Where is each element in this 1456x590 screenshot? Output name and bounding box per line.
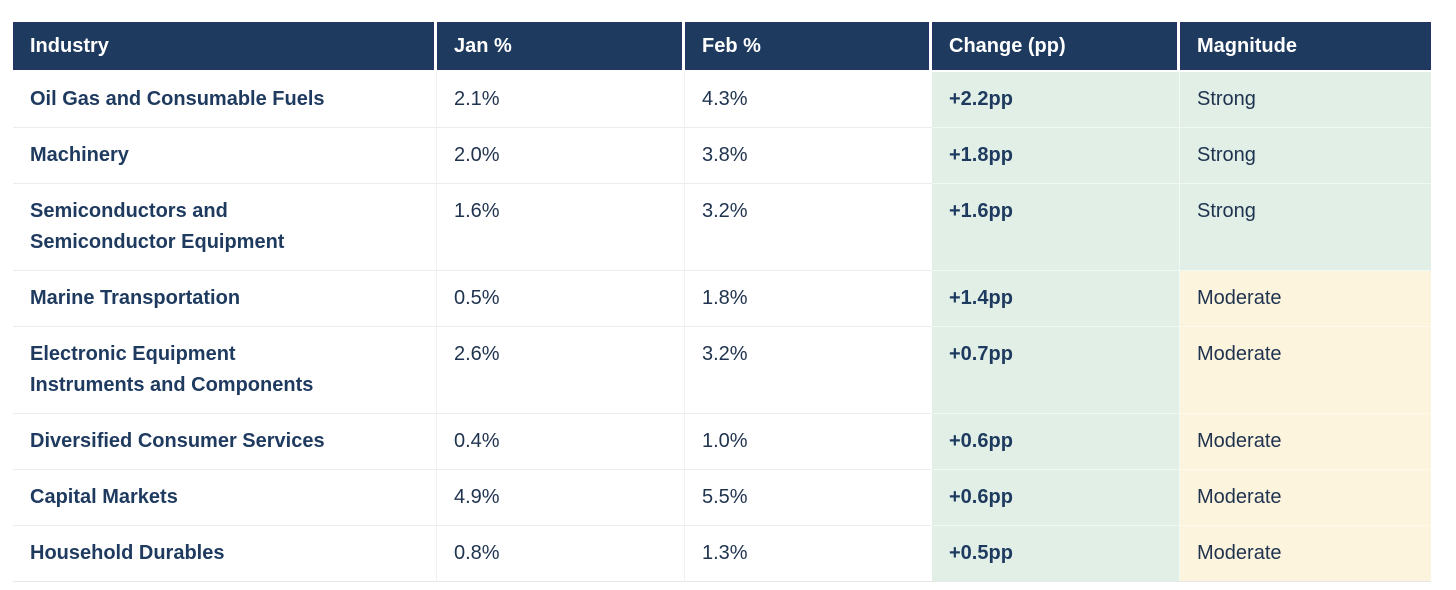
column-header-feb: Feb %: [685, 22, 932, 72]
table-header: Industry Jan % Feb % Change (pp) Magnitu…: [13, 22, 1431, 72]
column-header-magnitude: Magnitude: [1180, 22, 1431, 72]
jan-cell: 2.0%: [437, 128, 685, 184]
table-row: Capital Markets 4.9% 5.5% +0.6pp Moderate: [13, 470, 1431, 526]
table-row: Marine Transportation 0.5% 1.8% +1.4pp Moder…: [13, 271, 1431, 327]
change-cell: +2.2pp: [932, 72, 1180, 128]
jan-cell: 4.9%: [437, 470, 685, 526]
magnitude-cell: Moderate: [1180, 526, 1431, 582]
magnitude-cell: Moderate: [1180, 327, 1431, 414]
industry-cell: Capital Markets: [13, 470, 437, 526]
magnitude-cell: Strong: [1180, 128, 1431, 184]
magnitude-cell: Moderate: [1180, 470, 1431, 526]
industry-cell: Marine Transportation: [13, 271, 437, 327]
table-body: Oil Gas and Consumable Fuels 2.1% 4.3% +2.2…: [13, 72, 1431, 582]
industry-cell: Machinery: [13, 128, 437, 184]
feb-cell: 5.5%: [685, 470, 932, 526]
feb-cell: 3.2%: [685, 184, 932, 271]
change-cell: +1.4pp: [932, 271, 1180, 327]
column-header-jan: Jan %: [437, 22, 685, 72]
change-cell: +0.7pp: [932, 327, 1180, 414]
change-cell: +0.5pp: [932, 526, 1180, 582]
industry-cell: Semiconductors and Semiconductor Equipme…: [13, 184, 437, 271]
change-cell: +0.6pp: [932, 414, 1180, 470]
table-row: Semiconductors and Semiconductor Equipme…: [13, 184, 1431, 271]
change-cell: +1.6pp: [932, 184, 1180, 271]
magnitude-cell: Strong: [1180, 72, 1431, 128]
industry-cell: Oil Gas and Consumable Fuels: [13, 72, 437, 128]
industry-change-table: Industry Jan % Feb % Change (pp) Magnitu…: [13, 22, 1431, 582]
industry-cell: Electronic Equipment Instruments and Com…: [13, 327, 437, 414]
jan-cell: 2.6%: [437, 327, 685, 414]
industry-cell: Household Durables: [13, 526, 437, 582]
industry-cell: Diversified Consumer Services: [13, 414, 437, 470]
jan-cell: 0.8%: [437, 526, 685, 582]
feb-cell: 3.8%: [685, 128, 932, 184]
magnitude-cell: Moderate: [1180, 271, 1431, 327]
jan-cell: 0.4%: [437, 414, 685, 470]
feb-cell: 1.0%: [685, 414, 932, 470]
magnitude-cell: Moderate: [1180, 414, 1431, 470]
jan-cell: 0.5%: [437, 271, 685, 327]
change-cell: +1.8pp: [932, 128, 1180, 184]
feb-cell: 4.3%: [685, 72, 932, 128]
feb-cell: 1.8%: [685, 271, 932, 327]
feb-cell: 1.3%: [685, 526, 932, 582]
table-row: Household Durables 0.8% 1.3% +0.5pp Moderate: [13, 526, 1431, 582]
column-header-industry: Industry: [13, 22, 437, 72]
magnitude-cell: Strong: [1180, 184, 1431, 271]
table-row: Machinery 2.0% 3.8% +1.8pp Strong: [13, 128, 1431, 184]
feb-cell: 3.2%: [685, 327, 932, 414]
table-row: Electronic Equipment Instruments and Com…: [13, 327, 1431, 414]
column-header-change: Change (pp): [932, 22, 1180, 72]
table-row: Oil Gas and Consumable Fuels 2.1% 4.3% +2.2…: [13, 72, 1431, 128]
table-row: Diversified Consumer Services 0.4% 1.0% +0.…: [13, 414, 1431, 470]
change-cell: +0.6pp: [932, 470, 1180, 526]
jan-cell: 2.1%: [437, 72, 685, 128]
jan-cell: 1.6%: [437, 184, 685, 271]
industry-change-table-container: Industry Jan % Feb % Change (pp) Magnitu…: [13, 22, 1431, 582]
header-row: Industry Jan % Feb % Change (pp) Magnitu…: [13, 22, 1431, 72]
